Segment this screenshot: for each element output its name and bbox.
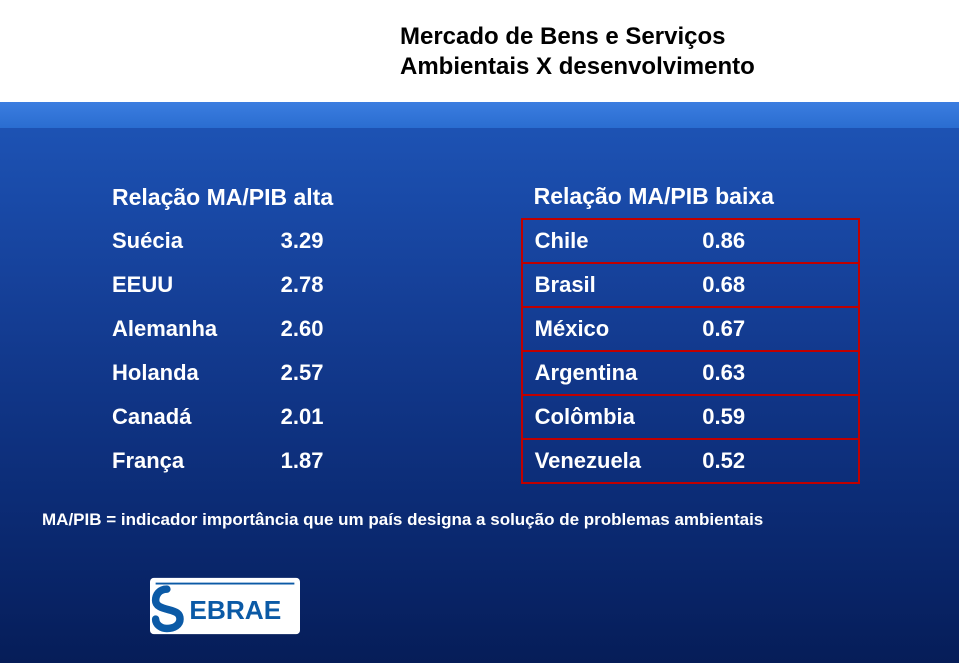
left-value: 2.78 [269,263,438,307]
title-line-1: Mercado de Bens e Serviços [400,22,755,52]
left-country: França [100,439,269,483]
left-country: Suécia [100,219,269,263]
right-value: 0.67 [690,307,859,351]
left-header: Relação MA/PIB alta [100,175,437,219]
table-row: Suécia 3.29 Chile 0.86 [100,219,859,263]
left-value: 2.60 [269,307,438,351]
page-title: Mercado de Bens e Serviços Ambientais X … [400,22,755,82]
title-line-2: Ambientais X desenvolvimento [400,52,755,82]
left-country: Holanda [100,351,269,395]
right-country: Venezuela [522,439,691,483]
table-row: Holanda 2.57 Argentina 0.63 [100,351,859,395]
right-header: Relação MA/PIB baixa [522,175,859,219]
table-row: França 1.87 Venezuela 0.52 [100,439,859,483]
comparison-table-container: Relação MA/PIB alta Relação MA/PIB baixa… [100,175,860,484]
left-country: EEUU [100,263,269,307]
right-value: 0.63 [690,351,859,395]
table-row: Alemanha 2.60 México 0.67 [100,307,859,351]
header-gradient-band [0,102,959,128]
header-bar: Mercado de Bens e Serviços Ambientais X … [0,0,959,128]
left-value: 2.01 [269,395,438,439]
sebrae-logo-icon: EBRAE [150,577,300,635]
left-value: 1.87 [269,439,438,483]
table-row: EEUU 2.78 Brasil 0.68 [100,263,859,307]
right-country: Chile [522,219,691,263]
sebrae-logo: EBRAE [150,577,300,635]
right-value: 0.86 [690,219,859,263]
left-value: 3.29 [269,219,438,263]
right-value: 0.52 [690,439,859,483]
footnote-text: MA/PIB = indicador importância que um pa… [42,510,763,530]
table-row: Canadá 2.01 Colômbia 0.59 [100,395,859,439]
right-value: 0.68 [690,263,859,307]
left-value: 2.57 [269,351,438,395]
table-header-row: Relação MA/PIB alta Relação MA/PIB baixa [100,175,859,219]
gap-cell [437,175,521,219]
left-country: Alemanha [100,307,269,351]
comparison-table: Relação MA/PIB alta Relação MA/PIB baixa… [100,175,860,484]
right-value: 0.59 [690,395,859,439]
right-country: Colômbia [522,395,691,439]
logo-text: EBRAE [189,595,281,625]
left-country: Canadá [100,395,269,439]
right-country: Argentina [522,351,691,395]
right-country: México [522,307,691,351]
right-country: Brasil [522,263,691,307]
